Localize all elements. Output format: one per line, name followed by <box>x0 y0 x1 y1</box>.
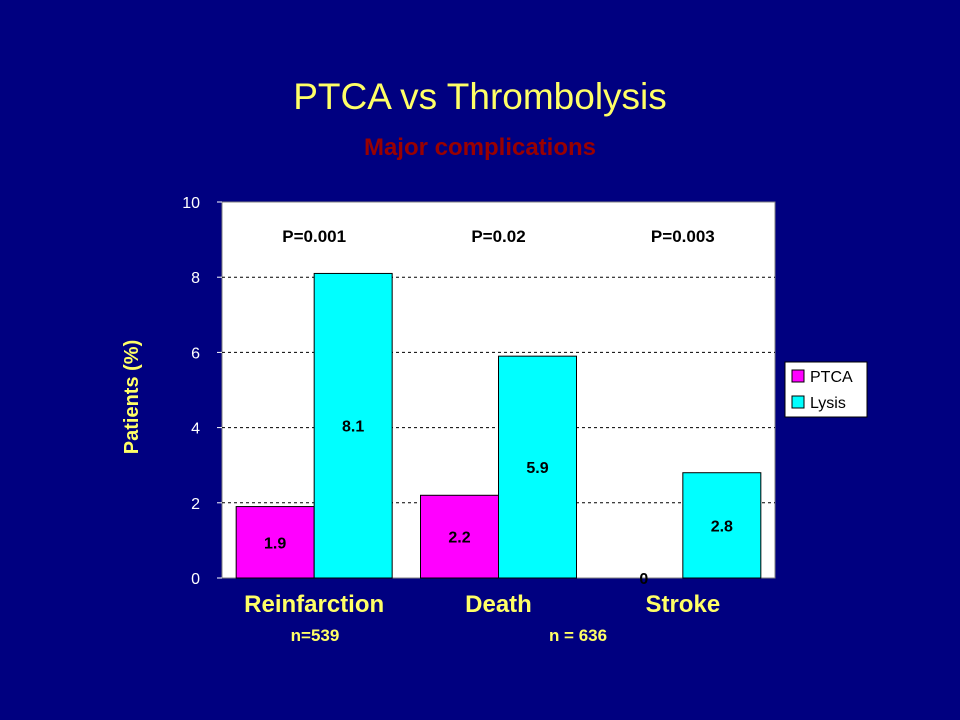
data-label: 8.1 <box>342 419 364 436</box>
sample-size-label: n = 636 <box>549 626 607 645</box>
category-label: Reinfarction <box>244 591 384 618</box>
category-label: Stroke <box>645 591 720 618</box>
y-axis-label: Patients (%) <box>121 340 143 454</box>
x-axis-categories: Reinfarction Death Stroke <box>244 591 720 618</box>
legend-label-ptca: PTCA <box>810 369 853 386</box>
y-tick-label: 10 <box>182 195 200 212</box>
sample-size-label: n=539 <box>291 626 340 645</box>
bar-ptca-reinfarction <box>235 506 315 579</box>
bar-lysis-stroke <box>682 472 762 579</box>
slide-title: PTCA vs Thrombolysis <box>293 76 667 117</box>
bar-ptca-death <box>420 494 499 579</box>
legend-swatch-lysis <box>791 395 805 409</box>
data-labels: 1.9 8.1 2.2 5.9 0 2.8 <box>264 419 733 588</box>
slide-subtitle: Major complications <box>363 134 597 161</box>
legend: PTCA Lysis <box>784 361 868 418</box>
p-value-label: P=0.003 <box>651 227 715 246</box>
y-tick-label: 2 <box>191 496 200 513</box>
data-label: 2.8 <box>711 518 733 535</box>
data-label: 1.9 <box>264 535 286 552</box>
legend-label-lysis: Lysis <box>810 395 846 412</box>
p-value-annotations: P=0.001 P=0.02 P=0.003 <box>282 227 714 246</box>
y-axis: 0 2 4 6 8 10 <box>182 195 222 588</box>
y-tick-label: 4 <box>191 421 200 438</box>
y-tick-label: 8 <box>191 270 200 287</box>
y-tick-label: 6 <box>191 345 200 362</box>
y-tick-label: 0 <box>191 571 200 588</box>
bar-lysis-reinfarction <box>313 272 393 579</box>
p-value-label: P=0.001 <box>282 227 346 246</box>
sample-size-notes: n=539 n = 636 <box>291 626 607 645</box>
bar-lysis-death <box>498 355 577 579</box>
bars <box>235 272 762 579</box>
category-label: Death <box>465 591 532 618</box>
legend-swatch-ptca <box>791 369 805 383</box>
data-label: 5.9 <box>526 460 548 477</box>
data-label: 2.2 <box>448 530 470 547</box>
data-label: 0 <box>639 571 648 588</box>
p-value-label: P=0.02 <box>471 227 525 246</box>
